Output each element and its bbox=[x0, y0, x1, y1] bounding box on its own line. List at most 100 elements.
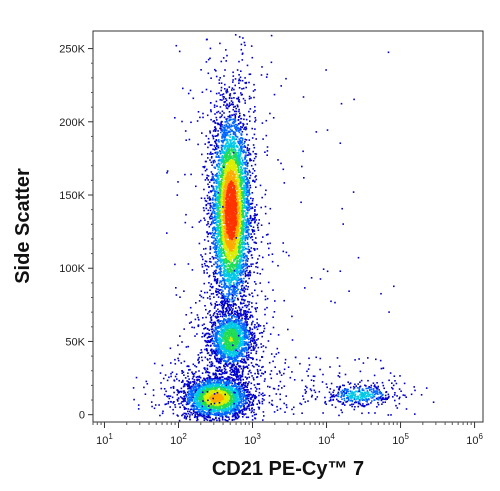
event-dot bbox=[236, 215, 239, 217]
event-dot bbox=[230, 124, 233, 126]
event-dot bbox=[219, 251, 221, 254]
event-dot bbox=[215, 288, 218, 290]
event-dot bbox=[231, 87, 234, 89]
event-dot bbox=[248, 203, 250, 206]
event-dot bbox=[257, 222, 260, 225]
event-dot bbox=[228, 271, 230, 273]
event-dot bbox=[261, 122, 264, 124]
event-dot bbox=[203, 248, 205, 250]
event-dot bbox=[229, 93, 232, 95]
event-dot bbox=[236, 268, 239, 270]
event-dot bbox=[181, 120, 183, 123]
event-dot bbox=[218, 250, 221, 252]
event-dot bbox=[246, 269, 248, 272]
event-dot bbox=[230, 258, 232, 261]
event-dot bbox=[238, 144, 241, 146]
event-dot bbox=[244, 304, 246, 307]
event-dot bbox=[209, 144, 212, 147]
event-dot bbox=[240, 179, 242, 182]
event-dot bbox=[247, 154, 250, 156]
event-dot bbox=[216, 187, 218, 189]
event-dot bbox=[240, 184, 243, 186]
event-dot bbox=[217, 227, 220, 229]
event-dot bbox=[229, 182, 231, 185]
event-dot bbox=[232, 205, 234, 208]
event-dot bbox=[232, 240, 235, 243]
event-dot bbox=[231, 254, 233, 256]
event-dot bbox=[210, 233, 212, 235]
event-dot bbox=[221, 110, 224, 113]
event-dot bbox=[236, 282, 239, 284]
event-dot bbox=[217, 175, 219, 177]
event-dot bbox=[253, 146, 256, 149]
event-dot bbox=[253, 249, 256, 251]
event-dot bbox=[245, 212, 248, 215]
event-dot bbox=[233, 238, 236, 240]
event-dot bbox=[244, 158, 246, 161]
event-dot bbox=[218, 162, 220, 165]
event-dot bbox=[246, 149, 249, 152]
event-dot bbox=[214, 122, 217, 124]
event-dot bbox=[223, 177, 226, 180]
event-dot bbox=[261, 268, 264, 271]
event-dot bbox=[231, 382, 233, 385]
event-dot bbox=[229, 373, 232, 376]
event-dot bbox=[238, 206, 240, 208]
event-dot bbox=[229, 239, 232, 242]
event-dot bbox=[238, 261, 241, 263]
event-dot bbox=[241, 306, 244, 309]
event-dot bbox=[187, 92, 190, 95]
event-dot bbox=[244, 237, 247, 239]
event-dot bbox=[231, 270, 233, 273]
event-dot bbox=[229, 241, 232, 244]
event-dot bbox=[239, 115, 241, 117]
event-dot bbox=[224, 161, 227, 164]
event-dot bbox=[253, 83, 255, 86]
event-dot bbox=[205, 341, 207, 343]
event-dot bbox=[227, 229, 230, 231]
event-dot bbox=[215, 223, 218, 226]
event-dot bbox=[225, 143, 227, 145]
event-dot bbox=[246, 255, 248, 257]
event-dot bbox=[271, 253, 274, 255]
event-dot bbox=[249, 174, 252, 177]
event-dot bbox=[223, 183, 226, 186]
event-dot bbox=[252, 111, 255, 113]
event-dot bbox=[234, 293, 236, 296]
event-dot bbox=[218, 193, 220, 195]
event-dot bbox=[204, 199, 207, 202]
event-dot bbox=[254, 210, 256, 212]
event-dot bbox=[246, 274, 248, 277]
event-dot bbox=[255, 155, 257, 158]
event-dot bbox=[258, 402, 261, 405]
event-dot bbox=[227, 304, 230, 307]
event-dot bbox=[239, 391, 242, 393]
event-dot bbox=[233, 256, 235, 258]
event-dot bbox=[228, 288, 231, 290]
event-dot bbox=[217, 232, 219, 234]
event-dot bbox=[233, 200, 235, 202]
event-dot bbox=[224, 238, 227, 241]
event-dot bbox=[246, 185, 248, 187]
event-dot bbox=[232, 191, 234, 193]
event-dot bbox=[258, 254, 261, 257]
event-dot bbox=[228, 251, 230, 254]
event-dot bbox=[212, 194, 215, 197]
event-dot bbox=[225, 165, 228, 167]
event-dot bbox=[233, 255, 235, 257]
event-dot bbox=[218, 255, 221, 257]
event-dot bbox=[246, 267, 248, 269]
event-dot bbox=[234, 155, 237, 157]
event-dot bbox=[252, 168, 254, 170]
event-dot bbox=[239, 311, 242, 313]
event-dot bbox=[215, 75, 218, 78]
event-dot bbox=[241, 256, 243, 259]
event-dot bbox=[221, 114, 223, 116]
event-dot bbox=[219, 228, 222, 230]
event-dot bbox=[212, 153, 214, 155]
event-dot bbox=[225, 245, 228, 247]
event-dot bbox=[214, 272, 217, 275]
event-dot bbox=[245, 126, 247, 128]
event-dot bbox=[247, 219, 250, 222]
event-dot bbox=[224, 288, 226, 290]
